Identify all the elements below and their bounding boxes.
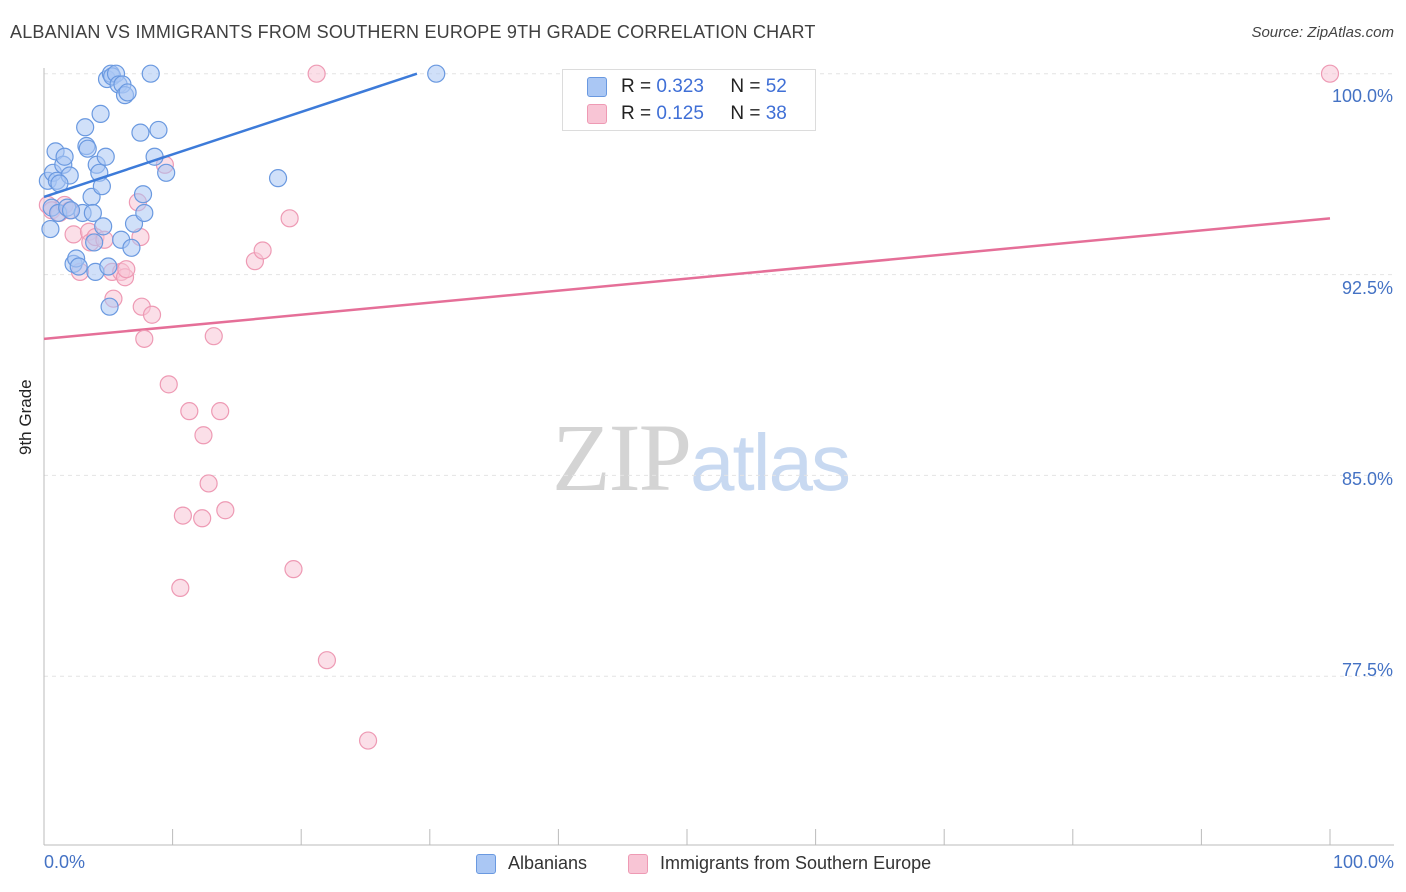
x-tick-label: 100.0% <box>1332 852 1394 872</box>
pink-point <box>280 209 299 228</box>
watermark: ZIPatlas <box>552 402 851 513</box>
pink-point <box>199 474 218 493</box>
blue-point <box>41 219 60 239</box>
y-tick-label: 77.5% <box>1341 660 1393 680</box>
blue-point <box>78 139 97 158</box>
pink-point <box>284 560 303 579</box>
stats-box: R = 0.323 N = 52 R = 0.125 N = 38 <box>562 69 816 131</box>
blue-point <box>61 201 81 220</box>
pink-point <box>142 305 162 324</box>
blue-point <box>85 233 104 252</box>
source-label: Source: ZipAtlas.com <box>1251 24 1394 41</box>
blue-point <box>149 120 168 140</box>
pink-point <box>204 327 223 346</box>
blue-points <box>38 64 446 316</box>
blue-point <box>133 185 153 204</box>
watermark-zip: ZIP <box>552 404 692 511</box>
pink-points <box>38 64 1340 750</box>
y-axis-title: 9th Grade <box>16 379 35 455</box>
grid-lines <box>44 73 1394 677</box>
blue-point <box>99 257 118 276</box>
n-label: N = <box>730 76 761 97</box>
y-tick-label: 92.5% <box>1341 278 1393 298</box>
blue-point <box>83 203 102 223</box>
n-value: 38 <box>765 103 787 124</box>
blue-point <box>427 64 446 83</box>
pink-trend-group <box>43 217 1331 341</box>
blue-point <box>91 104 110 123</box>
legend-label: Immigrants from Southern Europe <box>660 853 932 873</box>
pink-point <box>317 651 337 670</box>
pink-point <box>159 375 178 394</box>
pink-point <box>135 329 154 348</box>
blue-point <box>268 169 288 188</box>
chart-title: ALBANIAN VS IMMIGRANTS FROM SOUTHERN EUR… <box>10 22 816 42</box>
r-value: 0.125 <box>656 103 704 124</box>
stats-blue-text: R = 0.323 N = 52 <box>621 76 787 98</box>
pink-point <box>211 402 230 421</box>
x-tick-label: 0.0% <box>44 852 86 872</box>
legend-label: Albanians <box>508 853 588 873</box>
pink-point <box>358 731 378 750</box>
stats-pink-text: R = 0.125 N = 38 <box>621 103 787 125</box>
pink-trend-line <box>43 217 1331 341</box>
pink-point <box>253 241 272 260</box>
blue-point <box>96 147 115 166</box>
y-tick-label: 85.0% <box>1341 469 1393 489</box>
blue-point <box>76 118 95 137</box>
blue-point <box>100 297 119 316</box>
watermark-atlas: atlas <box>690 418 851 507</box>
pink-swatch <box>587 104 607 124</box>
pink-point <box>117 260 136 279</box>
blue-legend-swatch <box>476 854 496 874</box>
blue-trend-line <box>43 72 418 199</box>
pink-point <box>173 506 192 525</box>
n-value: 52 <box>765 76 787 97</box>
r-value: 0.323 <box>656 76 704 97</box>
pink-point <box>193 509 212 528</box>
blue-point <box>94 217 113 236</box>
blue-point <box>141 64 160 83</box>
pink-point <box>1320 64 1340 83</box>
blue-point <box>55 147 74 166</box>
blue-point <box>131 123 150 142</box>
blue-point <box>69 257 88 276</box>
blue-point <box>157 163 176 182</box>
blue-trend-group <box>43 72 418 199</box>
blue-point <box>118 83 137 102</box>
pink-point <box>180 402 199 421</box>
pink-point <box>307 64 326 83</box>
pink-point <box>171 578 190 598</box>
r-label: R = <box>621 103 652 124</box>
pink-legend-swatch <box>628 854 648 874</box>
r-label: R = <box>621 76 652 97</box>
blue-swatch <box>587 77 607 97</box>
axes <box>43 68 1394 846</box>
pink-point <box>64 225 83 244</box>
pink-point <box>216 501 235 520</box>
blue-point <box>122 238 141 257</box>
blue-point <box>135 203 154 223</box>
y-tick-label: 100.0% <box>1331 86 1393 106</box>
pink-point <box>194 426 213 445</box>
n-label: N = <box>730 103 761 124</box>
